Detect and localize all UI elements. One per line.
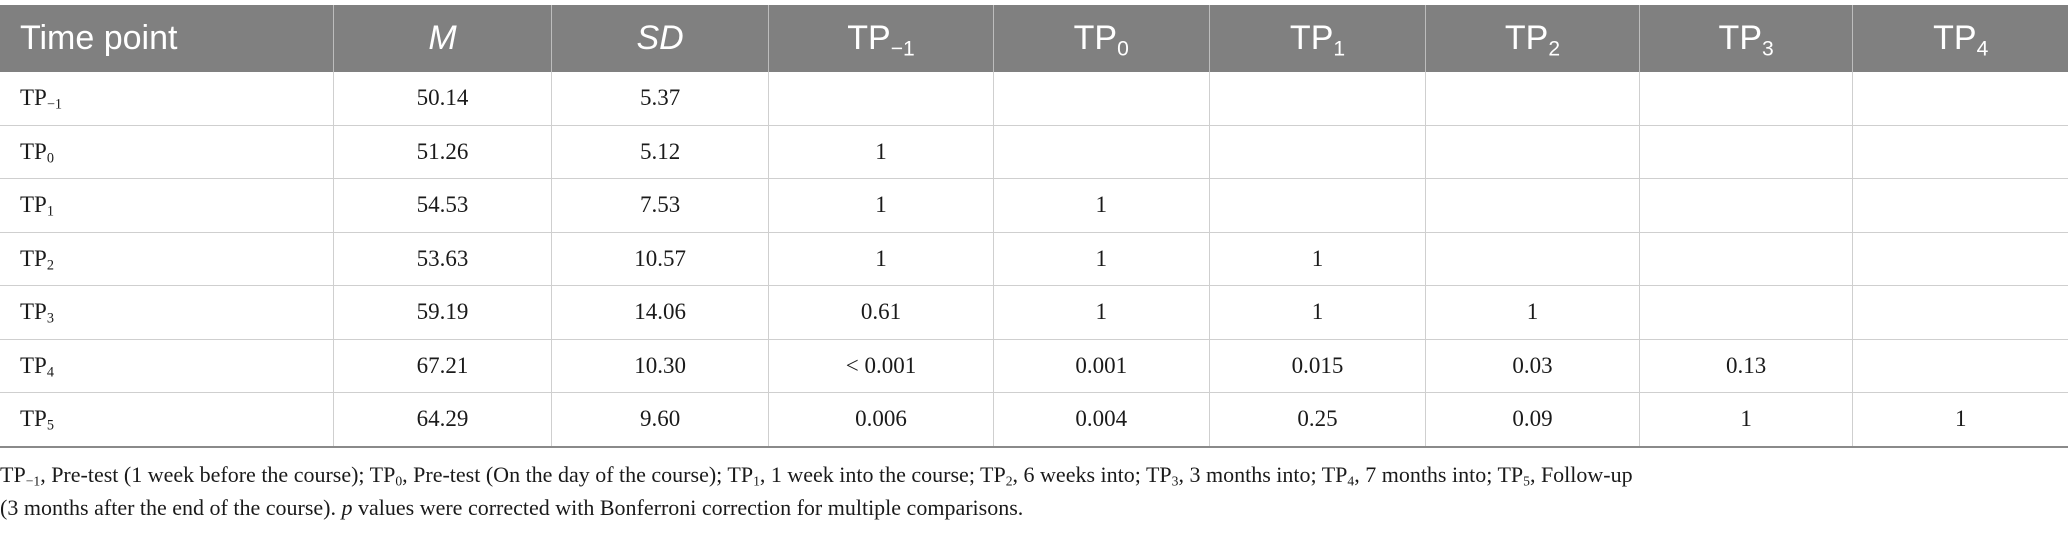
table-cell	[992, 125, 1210, 179]
row-label: TP−1	[0, 72, 334, 126]
table-cell	[1638, 178, 1853, 233]
table-cell: 7.53	[550, 178, 769, 233]
table-cell	[1425, 72, 1640, 126]
footnote-line-2: (3 months after the end of the course). …	[0, 495, 1024, 520]
table-cell	[1425, 232, 1640, 286]
table-cell	[1638, 232, 1853, 286]
table-cell: 51.26	[333, 125, 552, 179]
table-cell: 10.30	[550, 339, 769, 393]
table-cell: 5.37	[550, 72, 769, 126]
table-cell: < 0.001	[768, 339, 994, 393]
table-cell: 0.006	[768, 392, 994, 448]
table-cell	[1852, 232, 2068, 286]
table-cell	[1425, 125, 1640, 179]
table-cell: 59.19	[333, 285, 552, 340]
table-row: TP4 67.21 10.30 < 0.001 0.001 0.015 0.03 0.13	[0, 339, 2068, 393]
header-tp3: TP3	[1638, 5, 1853, 72]
row-label: TP0	[0, 125, 334, 179]
table-body: TP−1 50.14 5.37 TP0 51.26 5.12 1 TP1 54.53 7.53 1 1…	[0, 72, 2068, 448]
table-cell: 50.14	[333, 72, 552, 126]
table-cell: 0.61	[768, 285, 994, 340]
table-cell: 1	[1852, 392, 2068, 448]
results-table: Time point M SD TP−1 TP0 TP1 TP2 TP3 TP4…	[0, 5, 2068, 448]
table-cell: 1	[768, 232, 994, 286]
table-cell	[1638, 72, 1853, 126]
header-tp1: TP1	[1208, 5, 1426, 72]
table-cell: 5.12	[550, 125, 769, 179]
table-cell: 54.53	[333, 178, 552, 233]
table-cell: 9.60	[550, 392, 769, 448]
footnote-line-1: TP−1, Pre-test (1 week before the course…	[0, 462, 1633, 489]
table-cell: 0.25	[1208, 392, 1426, 448]
row-label: TP1	[0, 178, 334, 233]
table-cell	[1638, 285, 1853, 340]
table-cell: 0.015	[1208, 339, 1426, 393]
table-row: TP5 64.29 9.60 0.006 0.004 0.25 0.09 1 1	[0, 392, 2068, 448]
table-cell: 64.29	[333, 392, 552, 448]
table-cell: 10.57	[550, 232, 769, 286]
row-label: TP4	[0, 339, 334, 393]
table-cell: 0.03	[1425, 339, 1640, 393]
row-label: TP3	[0, 285, 334, 340]
table-cell	[768, 72, 994, 126]
table-row: TP3 59.19 14.06 0.61 1 1 1	[0, 285, 2068, 340]
table-cell: 1	[1425, 285, 1640, 340]
table-cell: 0.13	[1638, 339, 1853, 393]
table-cell	[1852, 125, 2068, 179]
table-cell	[1852, 339, 2068, 393]
header-tp0: TP0	[992, 5, 1210, 72]
row-label: TP5	[0, 392, 334, 448]
table-row: TP2 53.63 10.57 1 1 1	[0, 232, 2068, 286]
table-cell	[1425, 178, 1640, 233]
header-mean: M	[333, 5, 552, 72]
table-cell: 0.004	[992, 392, 1210, 448]
table-cell: 1	[992, 232, 1210, 286]
table-cell: 1	[1638, 392, 1853, 448]
table-cell	[1208, 125, 1426, 179]
results-table-container: Time point M SD TP−1 TP0 TP1 TP2 TP3 TP4…	[0, 5, 2068, 448]
table-cell: 0.001	[992, 339, 1210, 393]
table-cell: 1	[992, 178, 1210, 233]
header-row: Time point M SD TP−1 TP0 TP1 TP2 TP3 TP4	[0, 5, 2068, 72]
table-cell: 67.21	[333, 339, 552, 393]
table-cell	[992, 72, 1210, 126]
table-row: TP−1 50.14 5.37	[0, 72, 2068, 126]
table-footnote: TP−1, Pre-test (1 week before the course…	[0, 458, 2060, 524]
table-row: TP0 51.26 5.12 1	[0, 125, 2068, 179]
table-cell: 1	[768, 178, 994, 233]
table-cell: 14.06	[550, 285, 769, 340]
header-tp2: TP2	[1425, 5, 1640, 72]
table-cell: 1	[1208, 232, 1426, 286]
table-cell: 53.63	[333, 232, 552, 286]
table-cell: 1	[1208, 285, 1426, 340]
table-cell: 1	[768, 125, 994, 179]
table-row: TP1 54.53 7.53 1 1	[0, 178, 2068, 233]
table-cell	[1852, 178, 2068, 233]
header-time-point: Time point	[0, 5, 334, 72]
header-tp4: TP4	[1852, 5, 2068, 72]
header-sd: SD	[550, 5, 769, 72]
table-cell: 0.09	[1425, 392, 1640, 448]
table-cell	[1852, 72, 2068, 126]
table-cell	[1638, 125, 1853, 179]
row-label: TP2	[0, 232, 334, 286]
table-cell	[1208, 72, 1426, 126]
table-cell	[1208, 178, 1426, 233]
table-cell	[1852, 285, 2068, 340]
table-cell: 1	[992, 285, 1210, 340]
header-tp-minus1: TP−1	[768, 5, 994, 72]
